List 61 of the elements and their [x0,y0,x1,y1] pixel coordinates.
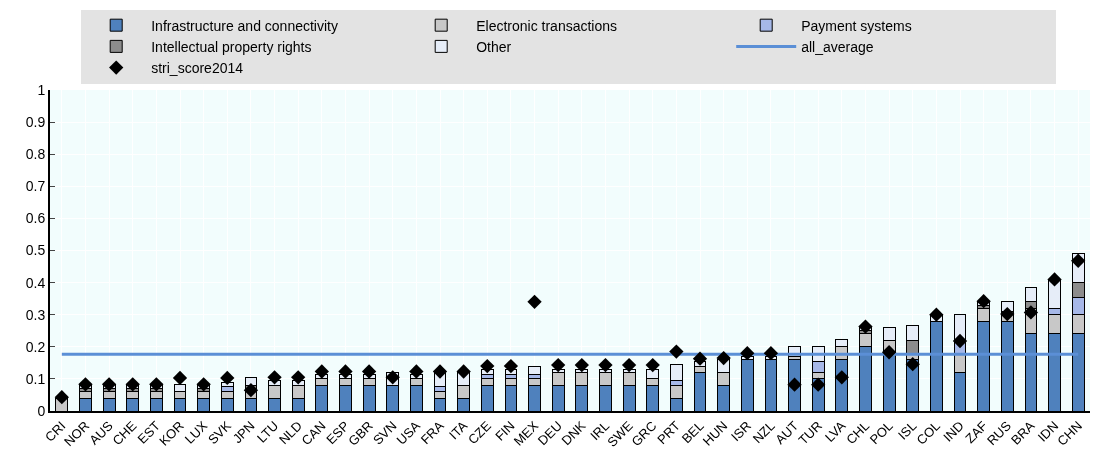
point [503,358,519,374]
point [598,357,613,373]
legend-label: Payment systems [801,17,912,34]
point [740,346,755,361]
point [811,377,826,392]
legend-label: all_average [801,38,874,55]
point [527,294,542,310]
point [101,377,117,392]
point [929,307,944,322]
y-tick-label: 0 [37,402,46,419]
point [172,370,188,386]
y-tick-label: 0.1 [25,370,46,387]
point [1047,272,1062,287]
y-tick-label: 0.5 [25,242,46,259]
point [574,357,589,373]
point [881,345,897,360]
point [314,364,329,379]
point [243,382,259,398]
point [787,377,802,392]
point [834,370,849,385]
point [905,356,920,372]
legend-label: Electronic transactions [476,17,618,34]
point [432,364,448,379]
point [621,357,637,373]
point [1071,253,1086,268]
point [1000,306,1015,322]
y-tick-label: 0.6 [25,210,46,227]
point [763,346,779,361]
point [692,351,708,366]
point [409,364,424,379]
legend-label: Intellectual property rights [151,38,312,55]
y-tick-label: 0.9 [25,114,46,130]
point [196,377,211,392]
y-tick-label: 1 [37,81,46,98]
point [149,377,164,392]
point [952,333,968,349]
point [291,370,306,385]
y-tick-label: 0.4 [25,274,46,291]
point [338,364,353,379]
point [125,377,140,392]
point [1023,305,1039,320]
legend-label: stri_score2014 [151,60,244,77]
legend-label: Other [476,38,512,55]
point [645,357,660,373]
y-tick-label: 0.3 [25,306,46,323]
point [551,357,566,373]
y-tick-label: 0.8 [25,146,46,163]
point [456,364,471,379]
point [267,370,282,385]
y-tick-label: 0.2 [25,338,46,355]
point [361,364,377,379]
point [54,390,69,405]
bar [669,363,683,382]
point [220,370,235,386]
point [669,344,684,359]
y-tick-label: 0.7 [25,178,46,195]
point [480,358,495,374]
point [976,294,991,309]
point [716,350,731,366]
legend-label: Infrastructure and connectivity [151,17,338,34]
x-tick-label: ISR [728,418,754,445]
